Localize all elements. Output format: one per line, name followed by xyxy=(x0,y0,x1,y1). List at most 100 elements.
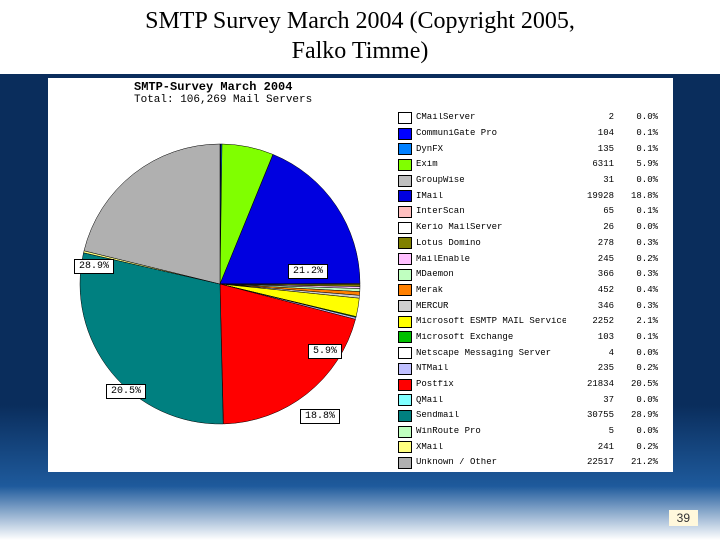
legend-row: MailEnable2450.2% xyxy=(398,251,658,267)
legend-count: 22517 xyxy=(566,458,614,467)
legend-row: MERCUR3460.3% xyxy=(398,298,658,314)
legend-swatch xyxy=(398,143,412,155)
legend-row: InterScan650.1% xyxy=(398,204,658,220)
legend-swatch xyxy=(398,316,412,328)
legend-row: Sendmail3075528.9% xyxy=(398,408,658,424)
legend-label: DynFX xyxy=(416,145,566,154)
legend-pct: 0.0% xyxy=(614,427,658,436)
legend-count: 103 xyxy=(566,333,614,342)
legend-label: Merak xyxy=(416,286,566,295)
pie-callout: 28.9% xyxy=(74,259,114,274)
legend-pct: 21.2% xyxy=(614,458,658,467)
legend-row: MDaemon3660.3% xyxy=(398,267,658,283)
legend-label: CommuniGate Pro xyxy=(416,129,566,138)
legend-pct: 20.5% xyxy=(614,380,658,389)
slide: SMTP Survey March 2004 (Copyright 2005, … xyxy=(0,0,720,540)
legend-swatch xyxy=(398,441,412,453)
legend-row: Lotus Domino2780.3% xyxy=(398,236,658,252)
legend-row: WinRoute Pro50.0% xyxy=(398,424,658,440)
legend-swatch xyxy=(398,159,412,171)
legend-count: 366 xyxy=(566,270,614,279)
legend-swatch xyxy=(398,269,412,281)
legend-label: NTMail xyxy=(416,364,566,373)
legend-count: 104 xyxy=(566,129,614,138)
legend-count: 5 xyxy=(566,427,614,436)
legend-row: Merak4520.4% xyxy=(398,283,658,299)
legend-count: 21834 xyxy=(566,380,614,389)
legend-pct: 0.4% xyxy=(614,286,658,295)
legend-pct: 0.2% xyxy=(614,364,658,373)
legend-label: Sendmail xyxy=(416,411,566,420)
legend-label: IMail xyxy=(416,192,566,201)
legend-label: Postfix xyxy=(416,380,566,389)
legend-swatch xyxy=(398,347,412,359)
legend-row: IMail1992818.8% xyxy=(398,188,658,204)
legend-swatch xyxy=(398,237,412,249)
legend-swatch xyxy=(398,426,412,438)
legend-swatch xyxy=(398,253,412,265)
legend-pct: 0.0% xyxy=(614,396,658,405)
chart-subtitle: Total: 106,269 Mail Servers xyxy=(134,94,312,106)
legend-pct: 5.9% xyxy=(614,160,658,169)
legend-pct: 0.1% xyxy=(614,129,658,138)
legend-count: 241 xyxy=(566,443,614,452)
legend-count: 6311 xyxy=(566,160,614,169)
legend-row: CMailServer20.0% xyxy=(398,110,658,126)
legend-count: 19928 xyxy=(566,192,614,201)
legend-label: Microsoft ESMTP MAIL Service xyxy=(416,317,566,326)
legend-swatch xyxy=(398,284,412,296)
title-line-1: SMTP Survey March 2004 (Copyright 2005, xyxy=(145,8,575,34)
legend-swatch xyxy=(398,128,412,140)
legend-count: 245 xyxy=(566,255,614,264)
legend-count: 31 xyxy=(566,176,614,185)
chart-container: SMTP-Survey March 2004 Total: 106,269 Ma… xyxy=(48,78,673,472)
legend-count: 26 xyxy=(566,223,614,232)
legend-label: InterScan xyxy=(416,207,566,216)
legend-count: 346 xyxy=(566,302,614,311)
legend-swatch xyxy=(398,206,412,218)
legend-pct: 28.9% xyxy=(614,411,658,420)
legend-pct: 2.1% xyxy=(614,317,658,326)
legend-row: Microsoft ESMTP MAIL Service22522.1% xyxy=(398,314,658,330)
legend-swatch xyxy=(398,222,412,234)
pie-callout: 5.9% xyxy=(308,344,342,359)
legend-label: XMail xyxy=(416,443,566,452)
legend-count: 30755 xyxy=(566,411,614,420)
legend-label: Netscape Messaging Server xyxy=(416,349,566,358)
legend-pct: 0.3% xyxy=(614,270,658,279)
legend-label: Kerio MailServer xyxy=(416,223,566,232)
pie-callout: 21.2% xyxy=(288,264,328,279)
legend-count: 37 xyxy=(566,396,614,405)
legend-pct: 0.2% xyxy=(614,255,658,264)
legend-pct: 0.1% xyxy=(614,207,658,216)
legend-label: MERCUR xyxy=(416,302,566,311)
legend-pct: 0.1% xyxy=(614,333,658,342)
legend-row: DynFX1350.1% xyxy=(398,141,658,157)
legend-swatch xyxy=(398,190,412,202)
legend-count: 65 xyxy=(566,207,614,216)
legend-label: CMailServer xyxy=(416,113,566,122)
legend-swatch xyxy=(398,410,412,422)
legend-pct: 0.3% xyxy=(614,302,658,311)
legend-swatch xyxy=(398,394,412,406)
legend-row: Exim63115.9% xyxy=(398,157,658,173)
legend-pct: 0.1% xyxy=(614,145,658,154)
legend-count: 452 xyxy=(566,286,614,295)
legend-row: Kerio MailServer260.0% xyxy=(398,220,658,236)
legend-count: 4 xyxy=(566,349,614,358)
legend-swatch xyxy=(398,379,412,391)
slide-title: SMTP Survey March 2004 (Copyright 2005, … xyxy=(0,0,720,74)
legend-row: Netscape Messaging Server40.0% xyxy=(398,345,658,361)
pie-callout: 20.5% xyxy=(106,384,146,399)
legend-label: Microsoft Exchange xyxy=(416,333,566,342)
legend-row: XMail2410.2% xyxy=(398,439,658,455)
legend-row: Postfix2183420.5% xyxy=(398,377,658,393)
legend-swatch xyxy=(398,363,412,375)
legend-swatch xyxy=(398,457,412,469)
legend-pct: 18.8% xyxy=(614,192,658,201)
legend-swatch xyxy=(398,300,412,312)
legend-row: Unknown / Other2251721.2% xyxy=(398,455,658,471)
legend-row: CommuniGate Pro1040.1% xyxy=(398,126,658,142)
legend-swatch xyxy=(398,175,412,187)
legend-label: MailEnable xyxy=(416,255,566,264)
